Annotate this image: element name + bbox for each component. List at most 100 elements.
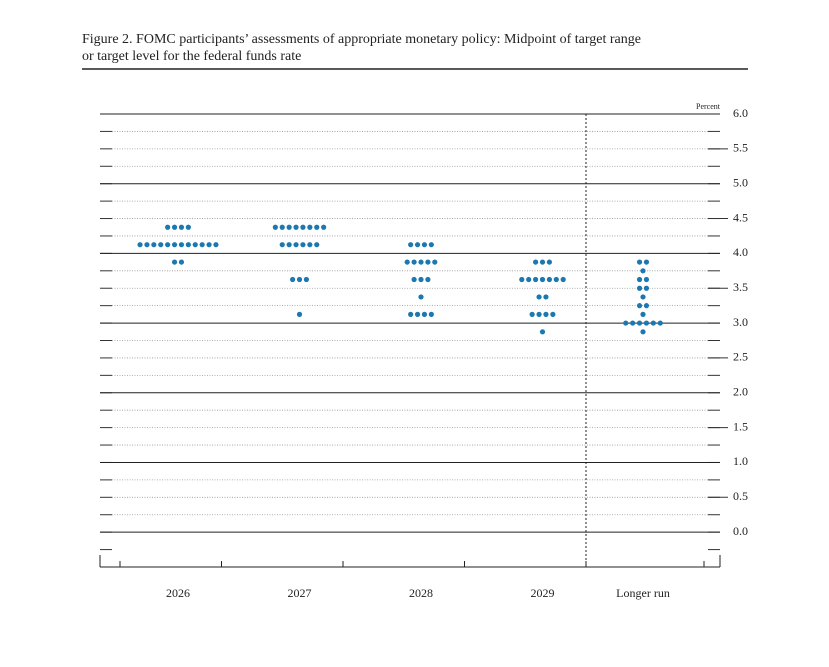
dot xyxy=(414,311,421,317)
x-tick-label: 2028 xyxy=(409,586,433,600)
dot xyxy=(546,276,553,283)
dot xyxy=(550,311,556,317)
y-tick-label: 4.5 xyxy=(733,210,748,224)
x-tick-label: 2026 xyxy=(166,586,190,600)
dot xyxy=(171,224,178,230)
dot xyxy=(321,224,327,230)
dot xyxy=(296,311,303,317)
dot xyxy=(533,276,539,283)
dot xyxy=(293,224,299,230)
dot xyxy=(553,276,559,283)
dot xyxy=(408,242,414,248)
dot xyxy=(307,242,313,248)
dot xyxy=(640,294,646,300)
dot xyxy=(414,242,421,248)
dot xyxy=(151,242,157,248)
dot xyxy=(428,242,434,248)
dot xyxy=(279,242,285,248)
x-tick-label: 2029 xyxy=(531,586,555,600)
y-tick-label: 5.5 xyxy=(733,141,748,155)
dot xyxy=(192,242,198,248)
dot xyxy=(296,276,303,283)
y-tick-label: 5.0 xyxy=(733,175,748,189)
dot xyxy=(286,242,292,248)
dot xyxy=(539,259,546,265)
x-tick-label: 2027 xyxy=(288,586,312,600)
dot xyxy=(185,242,191,248)
dot xyxy=(636,303,643,309)
dot xyxy=(657,320,663,326)
dot xyxy=(526,276,532,283)
dot xyxy=(640,311,646,317)
dot xyxy=(636,276,643,283)
dot xyxy=(178,242,185,248)
y-tick-label: 3.5 xyxy=(733,280,748,294)
dot xyxy=(171,259,178,265)
dot xyxy=(165,224,171,230)
dot xyxy=(630,320,636,326)
dot xyxy=(418,294,424,300)
y-tick-label: 4.0 xyxy=(733,245,748,259)
dot xyxy=(171,242,178,248)
dot xyxy=(165,242,171,248)
y-axis-label: Percent xyxy=(696,102,721,111)
dot xyxy=(546,259,553,265)
dot xyxy=(640,268,646,274)
dot xyxy=(539,276,546,283)
dot xyxy=(643,276,650,283)
y-tick-label: 2.5 xyxy=(733,350,748,364)
y-tick-label: 1.0 xyxy=(733,454,748,468)
dot xyxy=(432,259,438,265)
dot xyxy=(178,224,185,230)
dot xyxy=(213,242,219,248)
dot xyxy=(411,276,417,283)
dot xyxy=(418,259,424,265)
y-tick-label: 2.0 xyxy=(733,385,748,399)
dot xyxy=(178,259,185,265)
dot xyxy=(418,276,424,283)
dot xyxy=(623,320,629,326)
dot xyxy=(636,285,643,291)
dot xyxy=(137,242,143,248)
dot xyxy=(425,276,431,283)
dot xyxy=(636,259,643,265)
dot xyxy=(144,242,150,248)
dot xyxy=(425,259,431,265)
dot xyxy=(300,224,306,230)
dot xyxy=(543,294,549,300)
chart-title: Figure 2. FOMC participants’ assessments… xyxy=(82,32,641,47)
dot xyxy=(640,329,646,335)
dot xyxy=(307,224,313,230)
dot xyxy=(643,320,650,326)
dot xyxy=(421,311,428,317)
dot xyxy=(404,259,410,265)
dot xyxy=(560,276,566,283)
y-tick-label: 3.0 xyxy=(733,315,748,329)
dot xyxy=(428,311,434,317)
dot xyxy=(636,320,643,326)
dot xyxy=(300,242,306,248)
dot xyxy=(408,311,414,317)
x-tick-label: Longer run xyxy=(616,586,670,600)
dot xyxy=(290,276,296,283)
dot xyxy=(303,276,309,283)
dot xyxy=(543,311,549,317)
dot xyxy=(536,311,542,317)
dot xyxy=(519,276,525,283)
dot xyxy=(539,329,546,335)
dot xyxy=(643,259,650,265)
dot xyxy=(529,311,535,317)
dot xyxy=(185,224,191,230)
dot xyxy=(279,224,285,230)
dot xyxy=(272,224,278,230)
dot xyxy=(206,242,212,248)
dot xyxy=(286,224,292,230)
dot xyxy=(533,259,539,265)
y-tick-label: 0.0 xyxy=(733,524,748,538)
dot xyxy=(158,242,164,248)
dot xyxy=(314,242,320,248)
dot xyxy=(536,294,542,300)
dot xyxy=(421,242,428,248)
dot xyxy=(314,224,320,230)
